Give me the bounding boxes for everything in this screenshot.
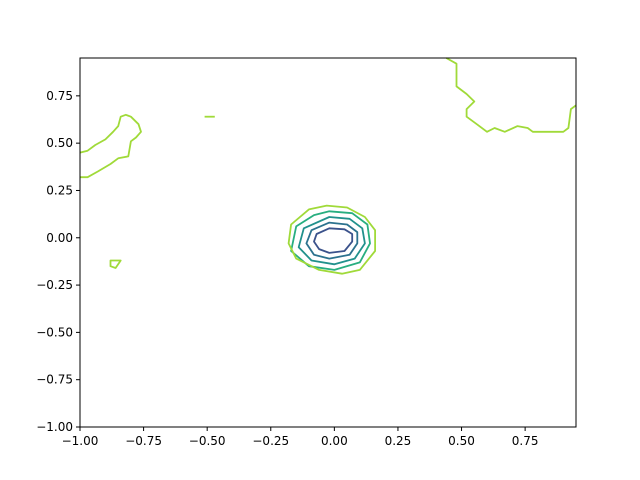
- y-tick-label: 0.50: [46, 136, 73, 150]
- y-tick-label: −0.75: [36, 373, 73, 387]
- x-axis: −1.00 −0.75 −0.50 −0.25 0.00 0.25 0.50 0.75: [62, 427, 539, 448]
- contour-line-1: [305, 221, 359, 260]
- y-tick-label: 0.25: [46, 183, 73, 197]
- contour-line-7: [109, 259, 122, 269]
- contour-layer: [79, 57, 577, 275]
- y-tick-label: −0.50: [36, 325, 73, 339]
- contour-line-0: [313, 227, 354, 254]
- contour-line-3: [290, 210, 371, 271]
- y-tick-label: 0.00: [46, 231, 73, 245]
- y-axis: −1.00 −0.75 −0.50 −0.25 0.00 0.25 0.50 0.75: [36, 89, 80, 434]
- y-tick-label: −0.25: [36, 278, 73, 292]
- y-tick-label: −1.00: [36, 420, 73, 434]
- contour-line-4: [287, 204, 376, 275]
- x-tick-label: −1.00: [62, 434, 99, 448]
- x-tick-label: −0.25: [252, 434, 289, 448]
- x-tick-label: 0.00: [321, 434, 348, 448]
- x-tick-label: 0.25: [385, 434, 412, 448]
- x-tick-label: 0.50: [448, 434, 475, 448]
- x-tick-label: 0.75: [512, 434, 539, 448]
- y-tick-label: 0.75: [46, 89, 73, 103]
- plot-frame: [79, 57, 577, 428]
- x-tick-label: −0.50: [189, 434, 226, 448]
- x-tick-label: −0.75: [125, 434, 162, 448]
- contour-line-6: [445, 57, 577, 133]
- contour-line-2: [297, 216, 366, 266]
- contour-line-5: [79, 113, 142, 179]
